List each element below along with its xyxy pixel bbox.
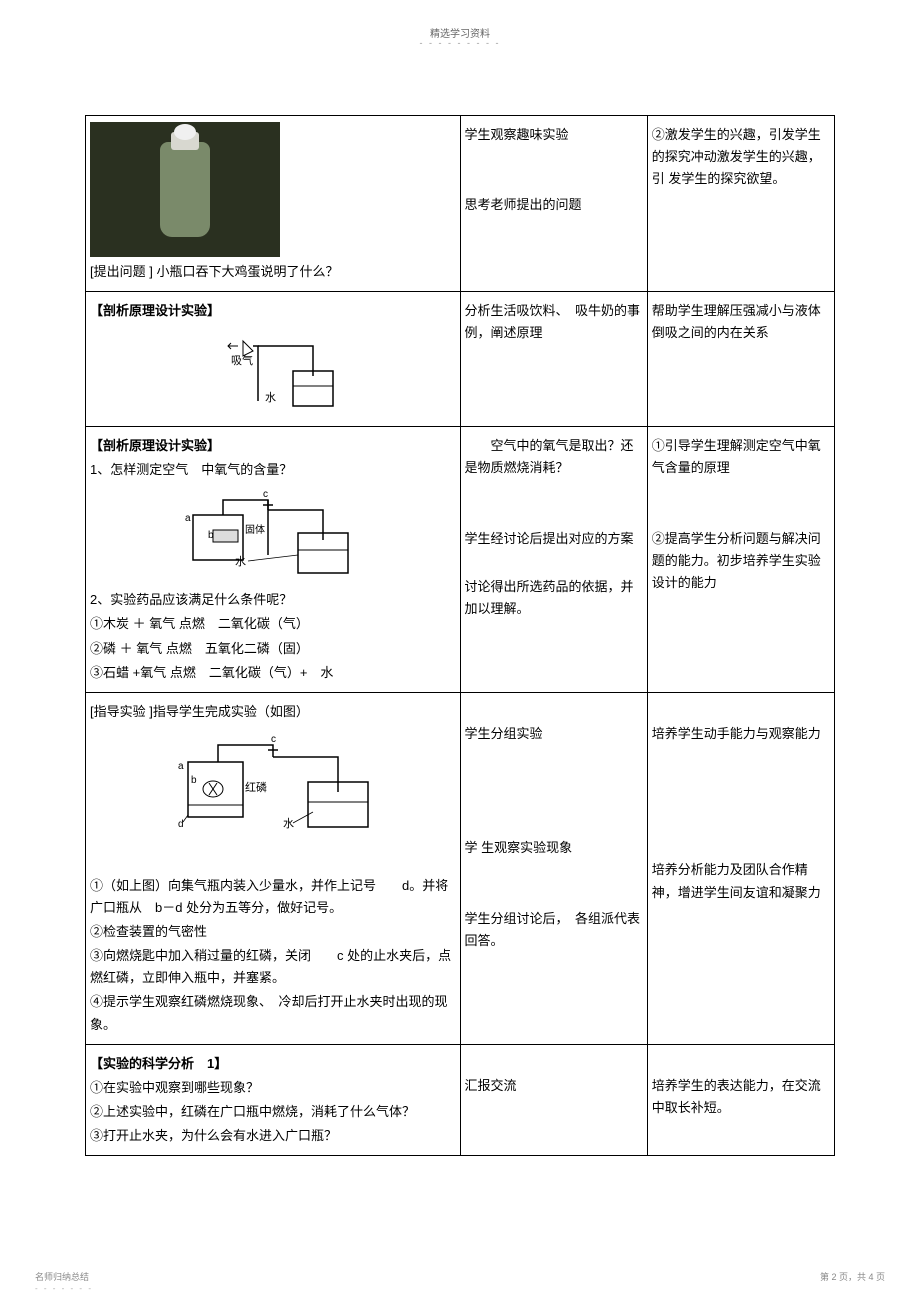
equation-text: ③石蜡 +氧气 点燃 二氧化碳（气）+ 水: [90, 662, 456, 684]
svg-text:d: d: [178, 819, 184, 830]
cell-principle-1: 【剖析原理设计实验】 吸气 水: [86, 292, 461, 427]
section-title: [指导实验 ]指导学生完成实验（如图）: [90, 701, 456, 723]
svg-text:c: c: [263, 489, 268, 500]
activity-text: 汇报交流: [465, 1075, 643, 1097]
svg-text:c: c: [271, 734, 276, 745]
intent-text: ②提高学生分析问题与解决问题的能力。初步培养学生实验设计的能力: [652, 528, 830, 594]
intent-text: 帮助学生理解压强减小与液体倒吸之间的内在关系: [652, 300, 830, 344]
cell-guide-experiment: [指导实验 ]指导学生完成实验（如图） c a b d 红磷 水: [86, 692, 461, 1044]
equation-text: ①木炭 ＋ 氧气 点燃 二氧化碳（气）: [90, 613, 456, 635]
bottle-body: [160, 142, 210, 237]
activity-text: 分析生活吸饮料、 吸牛奶的事例，阐述原理: [465, 300, 643, 344]
cell-experiment-intro: [提出问题 ] 小瓶口吞下大鸡蛋说明了什么？: [86, 116, 461, 292]
cell-design-intent: 帮助学生理解压强减小与液体倒吸之间的内在关系: [647, 292, 834, 427]
question-text: 1、怎样测定空气 中氧气的含量？: [90, 459, 456, 481]
intent-text: 培养学生动手能力与观察能力: [652, 723, 830, 745]
cell-student-activity: 汇报交流: [460, 1044, 647, 1155]
activity-text: 学生分组讨论后， 各组派代表回答。: [465, 908, 643, 952]
cell-student-activity: 空气中的氧气是取出？还是物质燃烧消耗？ 学生经讨论后提出对应的方案 讨论得出所选…: [460, 427, 647, 693]
table-row: [指导实验 ]指导学生完成实验（如图） c a b d 红磷 水: [86, 692, 835, 1044]
cell-design-intent: ①引导学生理解测定空气中氧气含量的原理 ②提高学生分析问题与解决问题的能力。初步…: [647, 427, 834, 693]
svg-text:a: a: [185, 513, 191, 524]
experiment-diagram: c a b d 红磷 水: [163, 727, 383, 847]
cell-analysis: 【实验的科学分析 1】 ①在实验中观察到哪些现象？ ②上述实验中，红磷在广口瓶中…: [86, 1044, 461, 1155]
section-title: 【剖析原理设计实验】: [90, 300, 456, 322]
cell-principle-2: 【剖析原理设计实验】 1、怎样测定空气 中氧气的含量？ c a b 固体 水 2…: [86, 427, 461, 693]
question-text: ①在实验中观察到哪些现象？: [90, 1077, 456, 1099]
cell-design-intent: ②激发学生的兴趣，引发学生的探究冲动激发学生的兴趣，引 发学生的探究欲望。: [647, 116, 834, 292]
activity-text: 空气中的氧气是取出？还是物质燃烧消耗？: [465, 435, 643, 479]
footer-page: 第 2 页，共 4 页: [820, 1270, 885, 1283]
table-row: 【剖析原理设计实验】 吸气 水 分析生活吸饮料、 吸牛奶的事例，阐述原理 帮助学…: [86, 292, 835, 427]
activity-text: 学 生观察实验现象: [465, 837, 643, 859]
table-row: 【实验的科学分析 1】 ①在实验中观察到哪些现象？ ②上述实验中，红磷在广口瓶中…: [86, 1044, 835, 1155]
section-title: 【实验的科学分析 1】: [90, 1053, 456, 1075]
activity-text: 学生观察趣味实验: [465, 124, 643, 146]
section-title: 【剖析原理设计实验】: [90, 435, 456, 457]
water-label: 水: [235, 555, 246, 568]
intent-text: 培养学生的表达能力，在交流中取长补短。: [652, 1075, 830, 1119]
suck-label: 吸气: [231, 353, 253, 367]
cell-design-intent: 培养学生动手能力与观察能力 培养分析能力及团队合作精神，增进学生间友谊和凝聚力: [647, 692, 834, 1044]
cell-student-activity: 学生分组实验 学 生观察实验现象 学生分组讨论后， 各组派代表回答。: [460, 692, 647, 1044]
cell-design-intent: 培养学生的表达能力，在交流中取长补短。: [647, 1044, 834, 1155]
cell-student-activity: 分析生活吸饮料、 吸牛奶的事例，阐述原理: [460, 292, 647, 427]
water-label: 水: [283, 817, 294, 830]
activity-text: 学生经讨论后提出对应的方案: [465, 528, 643, 550]
bottle-photo: [90, 122, 280, 257]
step-text: ④提示学生观察红磷燃烧现象、 冷却后打开止水夹时出现的现象。: [90, 991, 456, 1035]
water-label: 水: [265, 391, 276, 404]
intent-text: ①引导学生理解测定空气中氧气含量的原理: [652, 435, 830, 479]
footer-left: 名师归纳总结: [35, 1270, 89, 1283]
lesson-table: [提出问题 ] 小瓶口吞下大鸡蛋说明了什么？ 学生观察趣味实验 思考老师提出的问…: [85, 115, 835, 1156]
straw-diagram: 吸气 水: [203, 326, 343, 416]
apparatus-diagram: c a b 固体 水: [183, 485, 363, 585]
activity-text: 思考老师提出的问题: [465, 194, 643, 216]
question-text: 2、实验药品应该满足什么条件呢？: [90, 589, 456, 611]
question-text: ③打开止水夹，为什么会有水进入广口瓶？: [90, 1125, 456, 1147]
intent-text: ②激发学生的兴趣，引发学生的探究冲动激发学生的兴趣，引 发学生的探究欲望。: [652, 124, 830, 190]
activity-text: 学生分组实验: [465, 723, 643, 745]
solid-label: 固体: [245, 524, 265, 536]
activity-text: 讨论得出所选药品的依据，并加以理解。: [465, 576, 643, 620]
step-text: ①（如上图）向集气瓶内装入少量水，并作上记号 d。并将广口瓶从 b－d 处分为五…: [90, 875, 456, 919]
table-row: 【剖析原理设计实验】 1、怎样测定空气 中氧气的含量？ c a b 固体 水 2…: [86, 427, 835, 693]
svg-text:a: a: [178, 761, 184, 772]
cell-student-activity: 学生观察趣味实验 思考老师提出的问题: [460, 116, 647, 292]
footer-dots: - - - - - - -: [35, 1284, 93, 1293]
egg-icon: [174, 124, 196, 140]
svg-text:b: b: [191, 775, 197, 786]
equation-text: ②磷 ＋ 氧气 点燃 五氧化二磷（固）: [90, 638, 456, 660]
question-text: ②上述实验中，红磷在广口瓶中燃烧，消耗了什么气体？: [90, 1101, 456, 1123]
intent-text: 培养分析能力及团队合作精神，增进学生间友谊和凝聚力: [652, 859, 830, 903]
table-row: [提出问题 ] 小瓶口吞下大鸡蛋说明了什么？ 学生观察趣味实验 思考老师提出的问…: [86, 116, 835, 292]
step-text: ②检查装置的气密性: [90, 921, 456, 943]
step-text: ③向燃烧匙中加入稍过量的红磷，关闭 c 处的止水夹后，点燃红磷，立即伸入瓶中，并…: [90, 945, 456, 989]
question-text: [提出问题 ] 小瓶口吞下大鸡蛋说明了什么？: [90, 261, 456, 283]
header-dots: - - - - - - - - -: [420, 38, 501, 48]
phosphorus-label: 红磷: [245, 781, 267, 794]
